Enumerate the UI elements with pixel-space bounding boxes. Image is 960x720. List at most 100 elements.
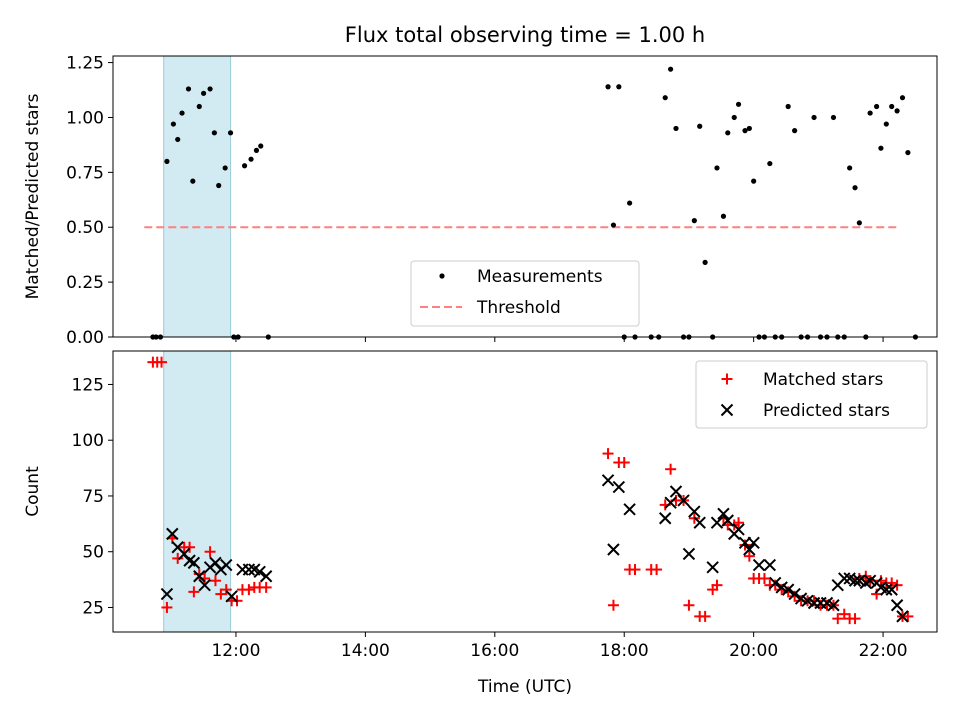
predicted-star-point [659, 512, 672, 525]
matched-star-point [209, 575, 221, 587]
matched-star-point [683, 599, 695, 611]
matched-star-point [602, 448, 614, 460]
predicted-star-point [693, 516, 706, 529]
measurement-point [847, 165, 853, 171]
predicted-star-point [220, 558, 233, 572]
x-tick-label: 22:00 [859, 641, 908, 661]
measurement-point [735, 101, 742, 107]
matched-star-point [721, 373, 733, 385]
matched-star-point [156, 356, 168, 368]
predicted-star-point [721, 514, 734, 527]
measurement-point [610, 222, 617, 228]
predicted-star-point [160, 587, 174, 601]
predicted-star-point [732, 523, 745, 536]
predicted-star-point [885, 583, 898, 596]
y-tick-label: 1.00 [66, 108, 104, 128]
matched-stars-points [147, 356, 914, 625]
legend-top: Measurements Threshold [410, 260, 640, 327]
y-tick-label: 75 [82, 487, 104, 507]
predicted-star-point [720, 403, 734, 417]
measurement-point [227, 130, 234, 136]
matched-star-point [886, 577, 898, 589]
predicted-star-point [710, 516, 724, 529]
predicted-star-point [838, 572, 851, 585]
measurement-point [697, 123, 703, 129]
measurement-point [899, 95, 906, 101]
flux-ratio-panel: 0.00 0.25 0.50 0.75 1.00 1.25 Flux total obse… [23, 23, 938, 348]
legend-box-top [410, 260, 640, 327]
measurement-point [253, 147, 260, 153]
legend-threshold-label: Threshold [476, 298, 561, 318]
measurement-point [627, 200, 633, 206]
matched-star-point [776, 584, 788, 596]
measurement-point [811, 114, 817, 121]
predicted-star-point [193, 570, 206, 583]
measurement-point [185, 86, 192, 92]
legend-predicted-marker [720, 403, 734, 417]
legend-box-bottom [695, 360, 928, 429]
legend-measurements-marker [439, 273, 445, 279]
measurement-point [867, 110, 873, 116]
measurement-point [207, 86, 213, 92]
predicted-star-point [242, 563, 256, 576]
x-axis-ticks-top [235, 337, 884, 342]
measurement-point [852, 185, 858, 191]
star-count-panel: 25 50 75 100 125 12:00 14:00 16:00 18:00 20:00 22… [23, 350, 938, 697]
predicted-star-point [607, 543, 620, 556]
measurement-point [720, 213, 727, 219]
measurement-point [164, 158, 170, 164]
y-axis-ticks-top: 0.00 0.25 0.50 0.75 1.00 1.25 [66, 54, 113, 348]
predicted-star-point [225, 590, 238, 603]
legend-matched-label: Matched stars [763, 370, 883, 390]
measurement-point [216, 182, 222, 189]
matched-star-point [172, 552, 184, 564]
matched-star-point [204, 546, 216, 558]
measurement-point [662, 95, 668, 101]
predicted-star-point [743, 543, 756, 556]
y-tick-label: 1.25 [66, 54, 104, 74]
legend-matched-marker [721, 373, 733, 385]
predicted-star-point [848, 574, 862, 587]
predicted-star-point [717, 507, 730, 521]
plot-frame-bottom [112, 350, 938, 633]
matched-star-point [618, 457, 630, 469]
measurement-point [751, 178, 757, 184]
predicted-star-point [259, 570, 273, 583]
y-axis-label-top: Matched/Predicted stars [23, 93, 43, 299]
y-tick-label: 50 [82, 543, 104, 563]
y-tick-label: 0.25 [66, 273, 104, 293]
measurement-point [785, 103, 791, 110]
measurement-point [742, 128, 748, 134]
measurement-point [673, 125, 679, 132]
measurement-point [714, 165, 720, 171]
measurement-point [190, 178, 196, 184]
predicted-star-point [688, 505, 701, 518]
y-tick-label: 100 [72, 431, 104, 451]
matched-star-point [260, 581, 272, 593]
measurement-point [856, 220, 862, 226]
x-axis-label: Time (UTC) [477, 677, 572, 697]
measurement-points [150, 66, 919, 340]
legend-predicted-label: Predicted stars [763, 401, 890, 421]
matched-star-point [188, 586, 200, 598]
matched-star-point [607, 599, 619, 611]
predicted-star-point [890, 599, 904, 612]
predicted-stars-points [160, 474, 909, 623]
plot-frame-top [112, 55, 938, 338]
y-tick-label: 25 [82, 598, 104, 618]
measurement-point [905, 149, 911, 156]
measurement-point [830, 114, 837, 121]
measurement-point [889, 103, 895, 110]
matched-star-point [902, 610, 914, 622]
matched-star-point [243, 584, 255, 596]
predicted-star-point [166, 527, 179, 541]
measurement-point [222, 165, 228, 171]
measurement-point [605, 84, 611, 90]
y-tick-label: 0.75 [66, 163, 104, 183]
predicted-star-point [896, 610, 909, 623]
measurement-point [767, 160, 773, 167]
matched-star-point [743, 550, 755, 562]
y-tick-label: 0.00 [66, 328, 104, 348]
measurement-point [211, 130, 217, 136]
